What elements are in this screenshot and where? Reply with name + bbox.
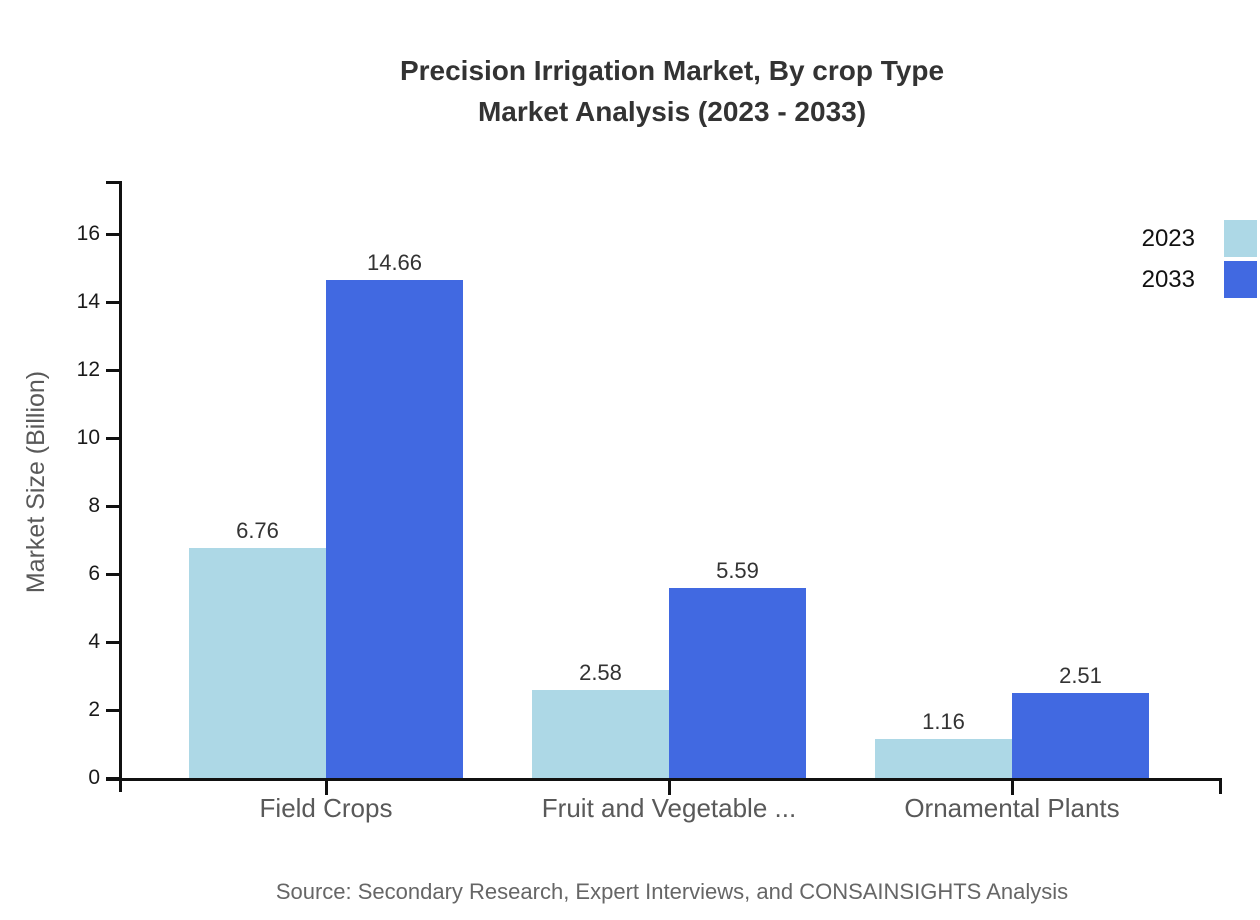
y-tick-label: 16 <box>76 222 100 245</box>
x-category-label: Field Crops <box>259 793 393 823</box>
bar-value-label: 6.76 <box>236 518 279 544</box>
bar-value-label: 2.58 <box>579 660 622 686</box>
y-tick-label: 12 <box>76 358 100 381</box>
x-axis-end-tick <box>1219 778 1222 794</box>
chart-title: Precision Irrigation Market, By crop Typ… <box>122 50 1222 132</box>
bar-2023-ornamental-plants <box>875 738 1012 778</box>
legend-label: 2023 <box>1141 224 1195 252</box>
chart-title-line2: Market Analysis (2023 - 2033) <box>477 96 867 127</box>
y-axis-end-tick <box>106 181 122 184</box>
chart-legend: 2023 2033 <box>1125 220 1257 302</box>
bar-value-label: 14.66 <box>366 249 423 275</box>
y-tick-mark <box>106 437 120 440</box>
y-tick-label: 2 <box>88 698 100 721</box>
y-tick-label: 4 <box>88 630 100 653</box>
y-axis-line <box>119 181 122 792</box>
legend-row-2033: 2033 <box>1125 261 1257 298</box>
legend-label: 2033 <box>1141 265 1195 293</box>
y-tick-label: 14 <box>76 290 100 313</box>
y-tick-label: 0 <box>88 766 100 789</box>
bar-2033-field-crops <box>326 279 463 778</box>
bar-value-label: 5.59 <box>716 557 759 583</box>
bar-2033-fruit-and-vegetable- <box>669 587 806 778</box>
bar-2023-fruit-and-vegetable- <box>532 690 669 778</box>
x-tick-mark <box>325 781 328 795</box>
source-note: Source: Secondary Research, Expert Inter… <box>275 879 1069 904</box>
x-category-label: Ornamental Plants <box>904 793 1120 823</box>
y-tick-mark <box>106 573 120 576</box>
y-tick-mark <box>106 369 120 372</box>
x-tick-mark <box>668 781 671 795</box>
legend-row-2023: 2023 <box>1125 220 1257 257</box>
y-tick-mark <box>106 505 120 508</box>
legend-swatch <box>1224 220 1257 257</box>
chart-title-line1: Precision Irrigation Market, By crop Typ… <box>399 55 945 86</box>
bar-2023-field-crops <box>189 548 326 778</box>
y-tick-label: 10 <box>76 426 100 449</box>
y-tick-mark <box>106 777 120 780</box>
bar-2033-ornamental-plants <box>1012 692 1149 778</box>
y-tick-label: 8 <box>88 494 100 517</box>
legend-swatch <box>1224 261 1257 298</box>
x-category-label: Fruit and Vegetable ... <box>541 793 797 823</box>
y-tick-mark <box>106 301 120 304</box>
bar-value-label: 1.16 <box>922 708 965 734</box>
y-tick-label: 6 <box>88 562 100 585</box>
bar-value-label: 2.51 <box>1059 662 1102 688</box>
x-tick-mark <box>1011 781 1014 795</box>
y-tick-mark <box>106 709 120 712</box>
x-axis-line <box>106 778 1222 781</box>
y-tick-mark <box>106 641 120 644</box>
y-tick-mark <box>106 233 120 236</box>
